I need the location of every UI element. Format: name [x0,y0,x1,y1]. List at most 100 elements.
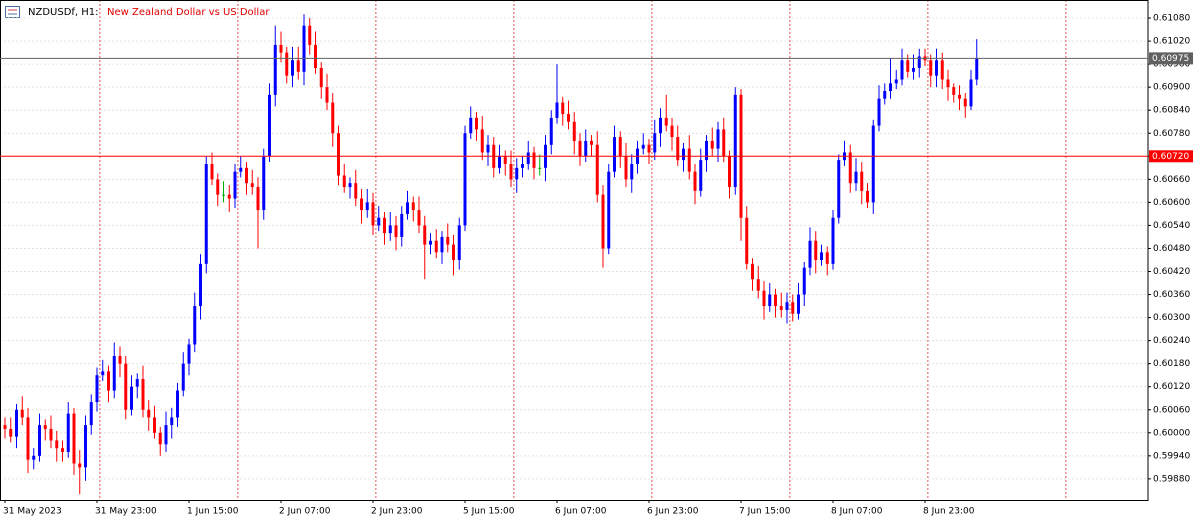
price-label: 0.60720 [1152,152,1189,162]
candle-body [170,417,174,426]
candle-body [963,98,967,107]
candles [3,14,979,495]
candle-body [9,428,13,437]
candle-body [440,236,444,253]
price-label-box [1149,52,1193,65]
candle-body [78,463,82,468]
candle-body [549,117,553,145]
candle-body [486,144,490,153]
candle-body [601,194,605,249]
candle-body [204,163,208,264]
x-tick-label: 8 Jun 07:00 [831,507,883,517]
candle-body [860,171,864,191]
candle-body [371,202,375,226]
y-tick-label: 0.60240 [1153,336,1190,346]
candle-body [365,202,369,211]
plot-frame [0,0,1149,501]
grid [0,0,1148,500]
candle-body [969,79,973,107]
candle-body [618,137,622,157]
candle-body [940,60,944,80]
candle-body [877,98,881,126]
candle-body [256,187,260,211]
candle-body [423,225,427,245]
candle-body [43,425,47,429]
candle-body [158,432,162,445]
price-label: 0.60975 [1152,54,1189,64]
x-tick-label: 7 Jun 15:00 [739,507,791,517]
x-tick-label: 6 Jun 23:00 [647,507,699,517]
candle-body [250,183,254,188]
candle-body [670,125,674,138]
price-label-box [1149,150,1193,163]
candle-body [383,217,386,234]
candle-body [354,183,358,199]
y-tick-label: 0.60420 [1153,267,1190,277]
y-tick-label: 0.60600 [1153,198,1190,208]
candle-body [676,137,680,161]
y-tick-label: 0.59880 [1153,474,1190,484]
candle-body [935,60,938,76]
candle-body [26,417,30,460]
candle-body [664,117,668,126]
candle-body [900,60,904,80]
candle-body [802,267,806,295]
candle-body [222,194,225,196]
candle-body [889,83,892,92]
candle-body [124,363,128,410]
y-tick-label: 0.60960 [1153,60,1190,70]
candle-body [820,252,823,260]
candle-body [745,217,749,264]
candle-body [89,402,93,426]
candle-body [388,225,392,234]
candle-body [130,386,133,410]
candle-body [360,198,363,211]
candle-body [181,363,185,391]
candle-body [463,133,467,226]
chart-symbol: NZDUSDf, H1: [28,7,99,18]
candle-body [296,60,300,72]
candle-body [952,87,956,95]
candle-body [245,167,248,184]
candle-body [176,390,179,418]
candle-body [906,60,910,72]
chart-description: New Zealand Dollar vs US Dollar [107,7,270,18]
x-tick-label: 5 Jun 15:00 [463,507,515,517]
candle-body [682,148,685,161]
candle-body [751,263,754,280]
candle-body [693,171,697,191]
candle-body [101,371,105,376]
candle-body [733,94,737,188]
candle-body [854,171,858,184]
candle-body [3,425,7,429]
y-tick-label: 0.60120 [1153,382,1190,392]
candle-body [659,117,662,134]
y-tick-label: 0.60900 [1153,83,1190,93]
candle-body [509,163,513,180]
candle-body [319,67,323,88]
y-tick-label: 0.59940 [1153,451,1190,461]
candle-body [756,279,760,291]
candle-body [647,144,651,153]
candle-body [797,294,800,314]
candle-body [457,225,461,260]
candle-body [779,306,783,310]
y-tick-label: 0.60300 [1153,313,1190,323]
candle-body [239,167,243,172]
candle-body [262,156,266,211]
y-tick-label: 0.60180 [1153,359,1190,369]
candle-body [233,171,237,199]
candle-body [32,455,36,460]
y-tick-label: 0.60540 [1153,221,1190,231]
candle-body [630,163,634,180]
symbol-icon [5,6,20,18]
candle-body [153,417,156,433]
candle-body [302,25,306,72]
candle-body [624,156,628,180]
candle-body [164,425,168,445]
candle-body [785,302,789,310]
candle-body [342,175,346,188]
candle-body [705,140,708,161]
